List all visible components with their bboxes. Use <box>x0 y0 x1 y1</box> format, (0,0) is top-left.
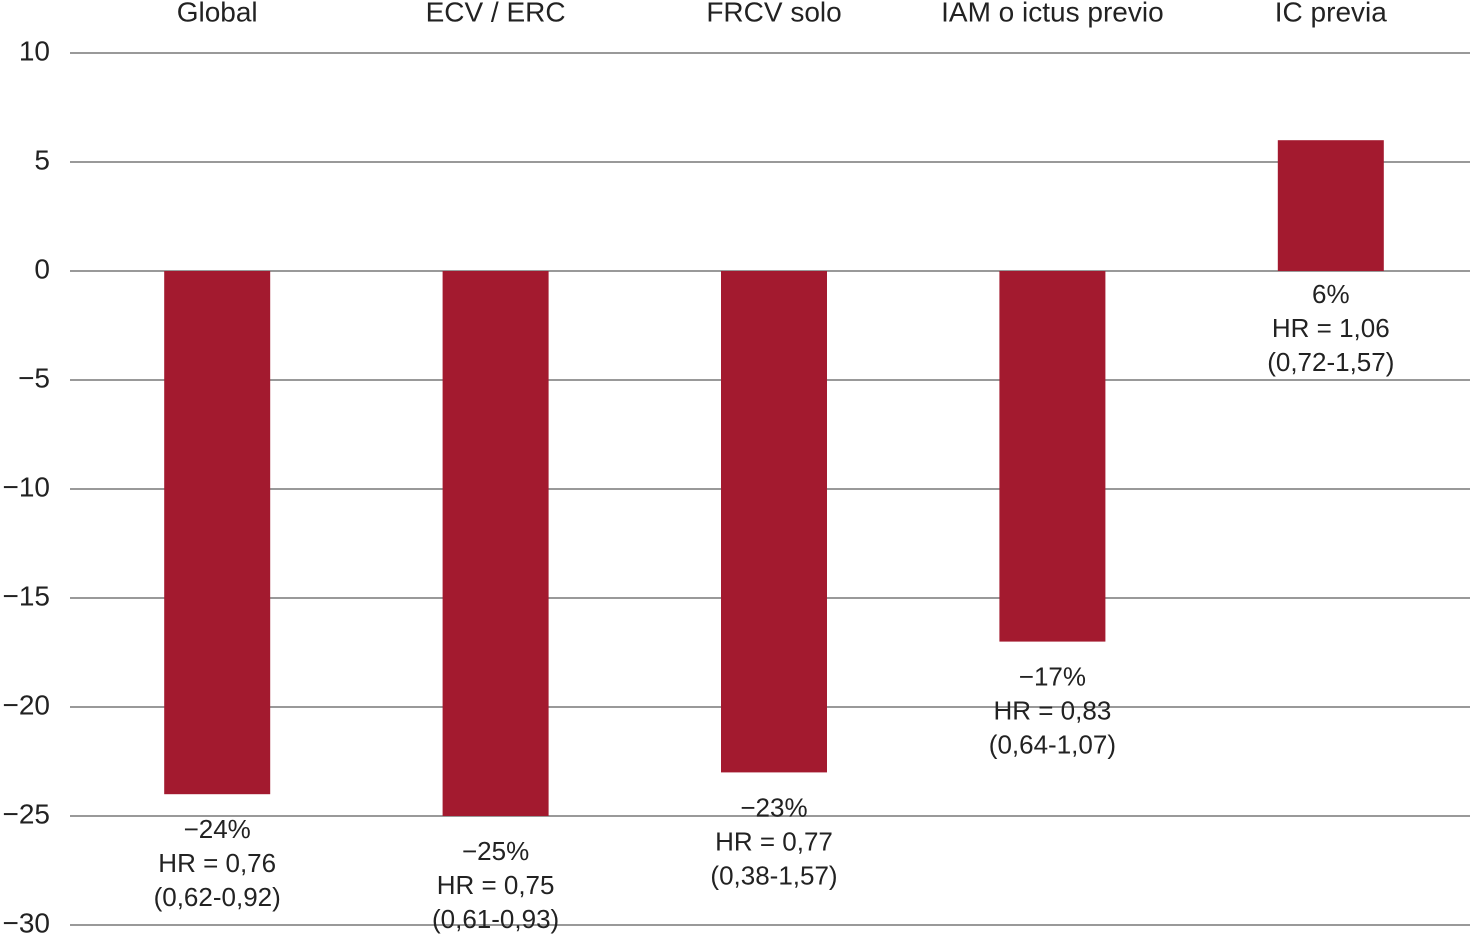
y-tick-label: −20 <box>3 689 51 720</box>
hr-label: HR = 0,76 <box>158 848 276 878</box>
y-tick-label: 5 <box>34 144 50 175</box>
bar <box>1277 140 1384 271</box>
value-label: −23% <box>740 792 807 822</box>
bar <box>164 271 271 795</box>
hr-label: HR = 0,75 <box>437 870 555 900</box>
hr-label: HR = 0,77 <box>715 826 833 856</box>
y-tick-label: −30 <box>3 907 51 938</box>
value-label: −25% <box>462 836 529 866</box>
y-tick-label: −15 <box>3 580 51 611</box>
y-tick-label: 10 <box>19 35 50 66</box>
y-tick-label: −5 <box>18 362 50 393</box>
x-tick-label: Global <box>177 0 258 27</box>
ci-label: (0,64-1,07) <box>989 729 1116 759</box>
hr-label: HR = 0,83 <box>994 695 1112 725</box>
y-tick-label: −25 <box>3 798 51 829</box>
y-tick-label: −10 <box>3 471 51 502</box>
y-tick-label: 0 <box>34 253 50 284</box>
ci-label: (0,61-0,93) <box>432 904 559 934</box>
value-label: 6% <box>1312 279 1350 309</box>
value-label: −24% <box>184 814 251 844</box>
bar <box>999 271 1106 642</box>
bar <box>442 271 549 816</box>
x-tick-label: FRCV solo <box>706 0 841 27</box>
x-tick-label: IC previa <box>1275 0 1387 27</box>
ci-label: (0,72-1,57) <box>1267 347 1394 377</box>
value-label: −17% <box>1019 661 1086 691</box>
ci-label: (0,62-0,92) <box>154 882 281 912</box>
x-tick-label: ECV / ERC <box>426 0 566 27</box>
bar <box>721 271 827 773</box>
hr-label: HR = 1,06 <box>1272 313 1390 343</box>
ci-label: (0,38-1,57) <box>710 860 837 890</box>
x-tick-label: IAM o ictus previo <box>941 0 1164 27</box>
